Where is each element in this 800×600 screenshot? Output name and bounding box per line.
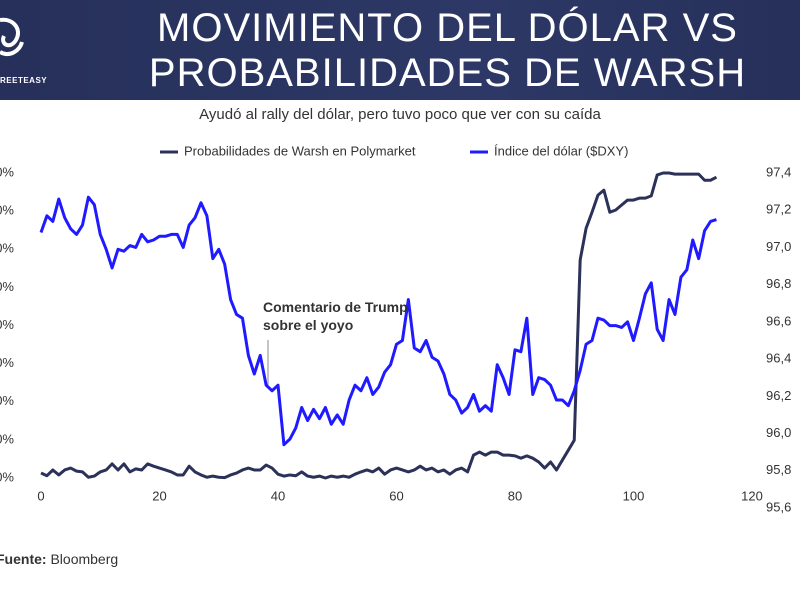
x-tick-label: 0 bbox=[37, 488, 44, 503]
y2-tick-label: 96,8 bbox=[766, 276, 791, 291]
x-tick-label: 40 bbox=[271, 488, 285, 503]
y2-tick-label: 96,2 bbox=[766, 388, 791, 403]
y2-tick-label: 95,8 bbox=[766, 462, 791, 477]
y-tick-label: 30% bbox=[0, 355, 14, 370]
y-tick-label: 10% bbox=[0, 431, 14, 446]
y2-tick-label: 97,4 bbox=[766, 164, 791, 179]
x-tick-label: 80 bbox=[508, 488, 522, 503]
series-line bbox=[40, 171, 718, 480]
source-text: Bloomberg bbox=[50, 551, 119, 567]
x-tick-label: 100 bbox=[623, 488, 645, 503]
x-tick-label: 20 bbox=[152, 488, 166, 503]
source: Fuente: Bloomberg bbox=[0, 551, 118, 567]
y-tick-label: 20% bbox=[0, 393, 14, 408]
y2-tick-label: 96,0 bbox=[766, 425, 791, 440]
source-label: Fuente: bbox=[0, 551, 47, 567]
chart-subtitle: Ayudó al rally del dólar, pero tuvo poco… bbox=[199, 106, 601, 123]
y-tick-label: 40% bbox=[0, 317, 14, 332]
annotation: Comentario de Trump sobre el yoyo bbox=[263, 299, 408, 333]
y-tick-label: 70% bbox=[0, 203, 14, 218]
logo: REETEASY bbox=[0, 76, 48, 85]
y2-tick-label: 95,6 bbox=[766, 499, 791, 514]
y2-tick-label: 97,0 bbox=[766, 239, 791, 254]
y-tick-label: 80% bbox=[0, 164, 14, 179]
x-tick-label: 60 bbox=[389, 488, 403, 503]
y-tick-label: 60% bbox=[0, 241, 14, 256]
y2-tick-label: 97,2 bbox=[766, 202, 791, 217]
y-tick-label: 50% bbox=[0, 279, 14, 294]
y2-tick-label: 96,4 bbox=[766, 351, 791, 366]
legend-label: Índice del dólar ($DXY) bbox=[494, 143, 628, 158]
chart-title: MOVIMIENTO DEL DÓLAR VS PROBABILIDADES D… bbox=[148, 6, 747, 95]
y-tick-label: 0% bbox=[0, 469, 14, 484]
y2-tick-label: 96,6 bbox=[766, 313, 791, 328]
legend-label: Probabilidades de Warsh en Polymarket bbox=[184, 143, 416, 158]
series-line bbox=[39, 195, 717, 447]
header bbox=[0, 0, 800, 100]
x-tick-label: 120 bbox=[741, 488, 763, 503]
logo-mark bbox=[0, 17, 24, 57]
